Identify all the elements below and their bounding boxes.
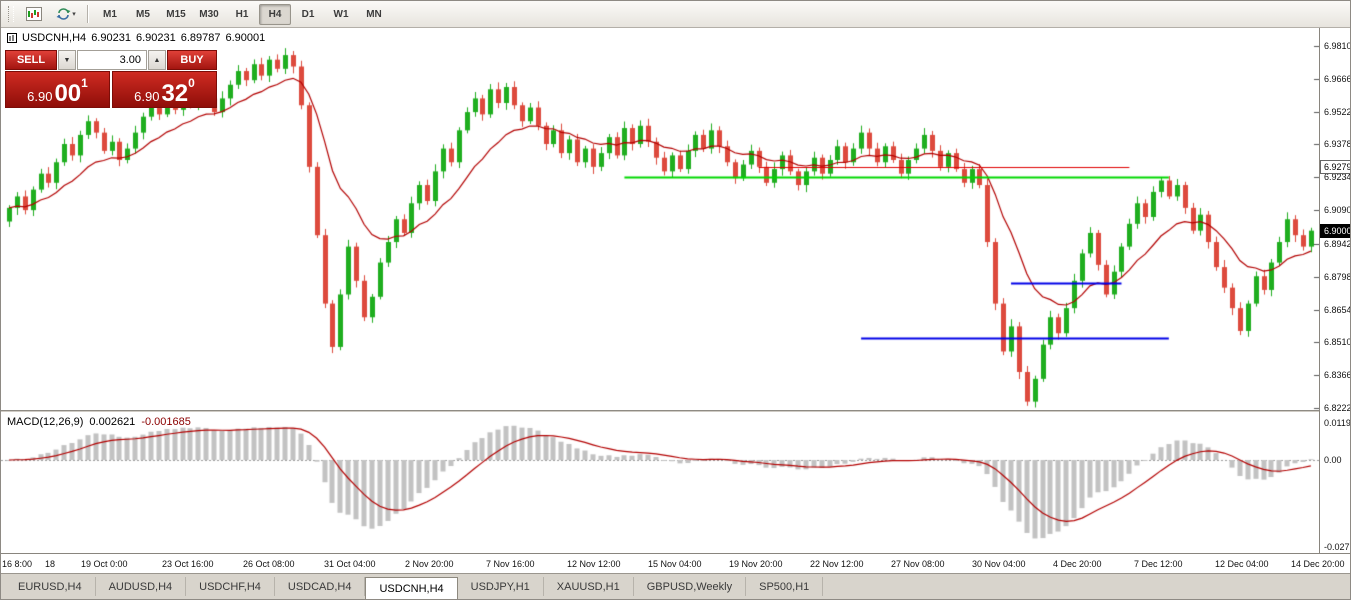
time-axis[interactable]: 16 8:00 18 19 Oct 0:00 23 Oct 16:00 26 Oct 0… <box>1 553 1350 573</box>
chart-window: USDCNH,H4 6.90231 6.90231 6.89787 6.9000… <box>1 28 1351 553</box>
chart-window-button[interactable] <box>19 3 49 25</box>
buy-price-main: 6.90 <box>134 89 160 104</box>
timeframe-button-h1[interactable]: H1 <box>235 8 249 20</box>
ohlc-close: 6.90001 <box>225 32 266 44</box>
chart-tab-usdchf[interactable]: USDCHF,H4 <box>186 577 275 596</box>
ohlc-low: 6.89787 <box>180 32 221 44</box>
buy-price-display[interactable]: 6.90 32 0 <box>112 71 217 108</box>
time-axis-label: 16 8:00 <box>2 559 33 569</box>
buy-button[interactable]: BUY <box>167 50 217 70</box>
chart-icon <box>7 33 17 43</box>
chart-profile-button[interactable]: ▾ <box>51 3 81 25</box>
caret-up-icon: ▲ <box>153 56 161 64</box>
chart-symbol: USDCNH,H4 <box>22 32 87 44</box>
time-axis-label: 26 Oct 08:00 <box>243 559 295 569</box>
toolbar-grip[interactable] <box>8 6 14 22</box>
chart-window-icon <box>26 7 42 21</box>
macd-signal-value: -0.001685 <box>141 416 191 428</box>
buy-price-pips: 32 <box>161 80 189 107</box>
chart-tab-eurusd[interactable]: EURUSD,H4 <box>5 577 96 596</box>
timeframe-button-m15[interactable]: M15 <box>166 8 186 20</box>
sell-price-display[interactable]: 6.90 00 1 <box>5 71 110 108</box>
price-tick-label: 6.86540 <box>1324 305 1350 315</box>
sell-price-point: 1 <box>81 76 88 90</box>
timeframe-button-mn[interactable]: MN <box>366 8 382 20</box>
time-axis-label: 4 Dec 20:00 <box>1053 559 1102 569</box>
sell-button[interactable]: SELL <box>5 50 57 70</box>
time-axis-label: 30 Nov 04:00 <box>972 559 1026 569</box>
time-axis-label: 2 Nov 20:00 <box>405 559 454 569</box>
ohlc-high: 6.90231 <box>135 32 176 44</box>
chevron-down-icon: ▾ <box>72 11 76 18</box>
time-axis-label: 12 Dec 04:00 <box>1215 559 1269 569</box>
price-tick-label: 6.87980 <box>1324 272 1350 282</box>
price-tick-label: 6.83660 <box>1324 370 1350 380</box>
price-tick-label: 6.93780 <box>1324 139 1350 149</box>
time-axis-label: 7 Dec 12:00 <box>1134 559 1183 569</box>
timeframe-buttons: M1 M5 M15 M30 H1 H4 D1 W1 MN <box>94 3 390 25</box>
time-axis-label: 22 Nov 12:00 <box>810 559 864 569</box>
time-axis-label: 19 Nov 20:00 <box>729 559 783 569</box>
chart-tab-usdcad[interactable]: USDCAD,H4 <box>275 577 366 596</box>
price-tick-label: 6.96660 <box>1324 74 1350 84</box>
timeframe-button-m5[interactable]: M5 <box>136 8 150 20</box>
time-axis-label: 18 <box>45 559 56 569</box>
chart-tab-usdcnh[interactable]: USDCNH,H4 <box>365 577 458 599</box>
timeframe-button-h4[interactable]: H4 <box>259 3 291 25</box>
timeframe-button-d1[interactable]: D1 <box>301 8 315 20</box>
time-axis-label: 14 Dec 20:00 <box>1291 559 1345 569</box>
time-axis-label: 12 Nov 12:00 <box>567 559 621 569</box>
macd-main-value: 0.002621 <box>89 416 136 428</box>
price-tick-label: 6.90900 <box>1324 205 1350 215</box>
macd-tick-label: -0.0277754 <box>1324 542 1350 552</box>
trade-panel-prices: 6.90 00 1 6.90 32 0 <box>5 71 217 108</box>
volume-input[interactable] <box>77 50 147 70</box>
chart-profile-icon <box>56 8 71 20</box>
time-axis-label: 15 Nov 04:00 <box>648 559 702 569</box>
time-axis-label: 7 Nov 16:00 <box>486 559 535 569</box>
trade-panel-controls: SELL ▼ ▲ BUY <box>5 50 217 70</box>
current-price-label: 6.90001 <box>1320 224 1350 238</box>
ohlc-open: 6.90231 <box>91 32 131 44</box>
chart-tab-xauusd[interactable]: XAUUSD,H1 <box>544 577 634 596</box>
buy-price-point: 0 <box>188 76 195 90</box>
timeframe-toolbar: ▾ M1 M5 M15 M30 H1 H4 D1 W1 MN <box>1 1 1350 28</box>
macd-name: MACD(12,26,9) <box>7 416 84 428</box>
chart-tab-gbpusd[interactable]: GBPUSD,Weekly <box>634 577 747 596</box>
price-tick-label: 6.82220 <box>1324 403 1350 413</box>
price-axis[interactable]: 6.98100 6.96660 6.95220 6.93780 6.92340 6.909… <box>1319 28 1351 553</box>
time-axis-label: 31 Oct 04:00 <box>324 559 376 569</box>
timeframe-button-m1[interactable]: M1 <box>103 8 117 20</box>
toolbar-separator <box>87 5 88 23</box>
chart-tab-sp500[interactable]: SP500,H1 <box>746 577 824 596</box>
chart-ohlc-title: USDCNH,H4 6.90231 6.90231 6.89787 6.9000… <box>7 32 265 44</box>
timeframe-button-w1[interactable]: W1 <box>333 8 349 20</box>
volume-decrease-button[interactable]: ▼ <box>58 50 76 70</box>
price-tick-label: 6.95220 <box>1324 107 1350 117</box>
macd-indicator-label: MACD(12,26,9) 0.002621 -0.001685 <box>7 416 191 428</box>
price-tick-label: 6.89420 <box>1324 239 1350 249</box>
price-tick-label: 6.85100 <box>1324 337 1350 347</box>
timeframe-button-m30[interactable]: M30 <box>199 8 219 20</box>
price-tick-label: 6.98100 <box>1324 41 1350 51</box>
sell-price-pips: 00 <box>54 80 82 107</box>
time-axis-label: 19 Oct 0:00 <box>81 559 128 569</box>
volume-increase-button[interactable]: ▲ <box>148 50 166 70</box>
price-chart-canvas[interactable] <box>1 28 1319 553</box>
time-axis-label: 27 Nov 08:00 <box>891 559 945 569</box>
caret-down-icon: ▼ <box>63 56 71 64</box>
chart-tab-usdjpy[interactable]: USDJPY,H1 <box>458 577 544 596</box>
time-axis-label: 23 Oct 16:00 <box>162 559 214 569</box>
chart-tab-audusd[interactable]: AUDUSD,H4 <box>96 577 187 596</box>
macd-tick-label: 0.0119 <box>1324 418 1351 428</box>
macd-tick-label: 0.00 <box>1324 455 1342 465</box>
price-tick-label: 6.92340 <box>1324 172 1350 182</box>
pane-separator[interactable] <box>1 410 1350 412</box>
one-click-trading-panel: SELL ▼ ▲ BUY 6.90 00 1 6.90 32 <box>5 50 217 108</box>
sell-price-main: 6.90 <box>27 89 53 104</box>
chart-tabs-bar: EURUSD,H4 AUDUSD,H4 USDCHF,H4 USDCAD,H4 USDC… <box>1 573 1350 599</box>
line-price-label: 6.92794 <box>1320 160 1350 174</box>
